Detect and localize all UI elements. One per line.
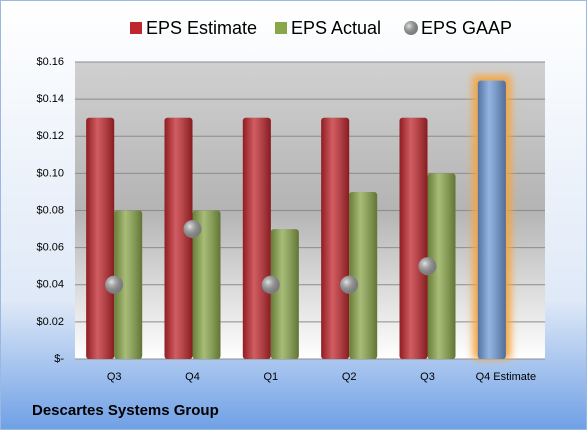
- bar-shine: [349, 191, 378, 359]
- x-tick-label: Q1: [263, 371, 278, 383]
- bar-shine: [427, 173, 456, 359]
- bar-shine: [321, 117, 350, 359]
- y-tick-label: $-: [54, 353, 64, 365]
- x-tick-label: Q3: [420, 371, 435, 383]
- y-tick-label: $0.10: [36, 167, 64, 179]
- y-tick-label: $0.14: [36, 93, 64, 105]
- y-tick-label: $0.12: [36, 130, 64, 142]
- bar-shine: [114, 210, 143, 359]
- footer: Descartes Systems Group: [32, 402, 219, 419]
- bar-shine: [192, 210, 221, 359]
- gaap-point-shine: [261, 275, 280, 294]
- x-tick-label: Q4 Estimate: [476, 371, 537, 383]
- bar-shine: [164, 117, 193, 359]
- x-tick-label: Q2: [342, 371, 357, 383]
- x-tick-label: Q3: [107, 371, 122, 383]
- y-tick-label: $0.06: [36, 242, 64, 254]
- legend-marker: [275, 22, 287, 34]
- gaap-point-shine: [183, 220, 202, 239]
- bar-shine: [86, 117, 115, 359]
- bar-shine: [270, 229, 299, 359]
- legend-label: EPS GAAP: [421, 18, 512, 38]
- legend-label: EPS Estimate: [146, 18, 257, 38]
- gaap-point-shine: [105, 275, 124, 294]
- y-tick-label: $0.08: [36, 204, 64, 216]
- y-tick-label: $0.16: [36, 56, 64, 68]
- bar-shine: [242, 117, 271, 359]
- y-tick-label: $0.04: [36, 279, 64, 291]
- bar-shine: [399, 117, 428, 359]
- bar-shine: [477, 80, 506, 359]
- gaap-point-shine: [418, 257, 437, 276]
- gaap-point-shine: [340, 275, 359, 294]
- y-tick-label: $0.02: [36, 316, 64, 328]
- legend-marker: [130, 22, 142, 34]
- x-tick-label: Q4: [185, 371, 200, 383]
- legend-marker-shine: [404, 21, 418, 35]
- legend-label: EPS Actual: [291, 18, 381, 38]
